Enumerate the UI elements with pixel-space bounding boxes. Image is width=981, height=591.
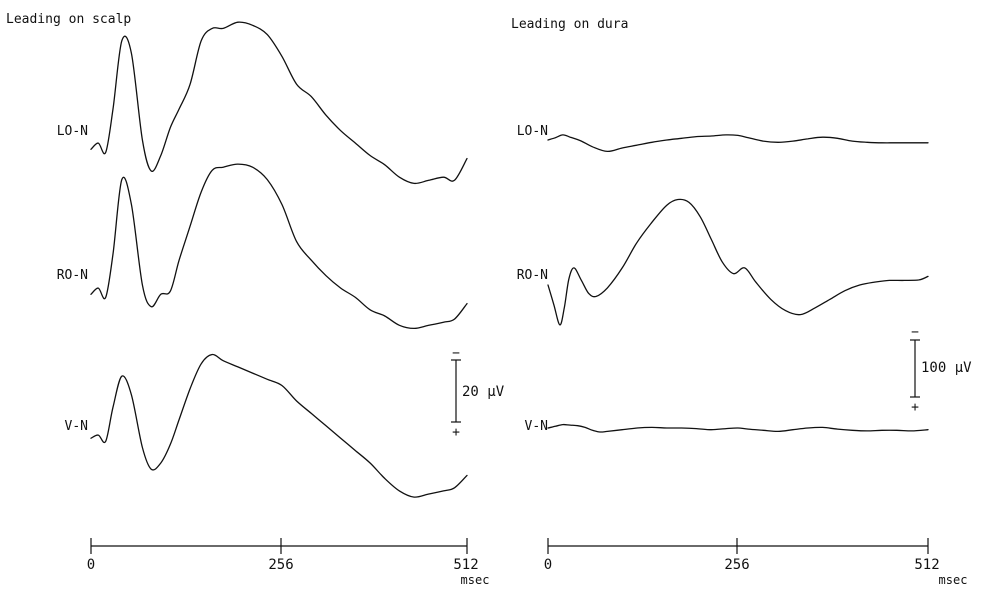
dura-trace-ro-n <box>547 198 929 326</box>
dura-tick-label-512: 512 <box>914 557 939 573</box>
dura-label-ro-n: RO-N <box>517 268 548 283</box>
scalp-time-axis: 0 256 512 msec <box>87 538 490 587</box>
scalp-scale-minus: − <box>452 346 460 361</box>
scalp-unit-label: msec <box>461 573 490 587</box>
scalp-tick-label-0: 0 <box>87 557 95 573</box>
dura-unit-label: msec <box>939 573 968 587</box>
dura-trace-v-n <box>547 423 929 433</box>
scalp-label-v-n: V-N <box>65 419 88 434</box>
dura-panel-title: Leading on dura <box>511 17 628 32</box>
scalp-trace-v-n <box>90 353 468 498</box>
dura-scale-label: 100 μV <box>921 360 972 376</box>
scalp-tick-label-256: 256 <box>268 557 293 573</box>
scalp-panel-title: Leading on scalp <box>6 12 131 27</box>
scalp-scale-label: 20 μV <box>462 384 505 400</box>
scalp-trace-ro-n <box>90 163 468 330</box>
scalp-scale-bar: − + 20 μV <box>451 346 505 440</box>
dura-label-v-n: V-N <box>525 419 548 434</box>
dura-tick-label-0: 0 <box>544 557 552 573</box>
scalp-scale-plus: + <box>452 425 460 440</box>
dura-scale-minus: − <box>911 325 919 340</box>
scalp-tick-label-512: 512 <box>453 557 478 573</box>
dura-scale-plus: + <box>911 400 919 415</box>
dura-label-lo-n: LO-N <box>517 124 548 139</box>
dura-scale-bar: − + 100 μV <box>910 325 972 415</box>
dura-trace-lo-n <box>547 134 929 153</box>
dura-time-axis: 0 256 512 msec <box>544 538 968 587</box>
scalp-label-ro-n: RO-N <box>57 268 88 283</box>
dura-tick-label-256: 256 <box>724 557 749 573</box>
scalp-label-lo-n: LO-N <box>57 124 88 139</box>
scalp-trace-lo-n <box>90 21 468 185</box>
